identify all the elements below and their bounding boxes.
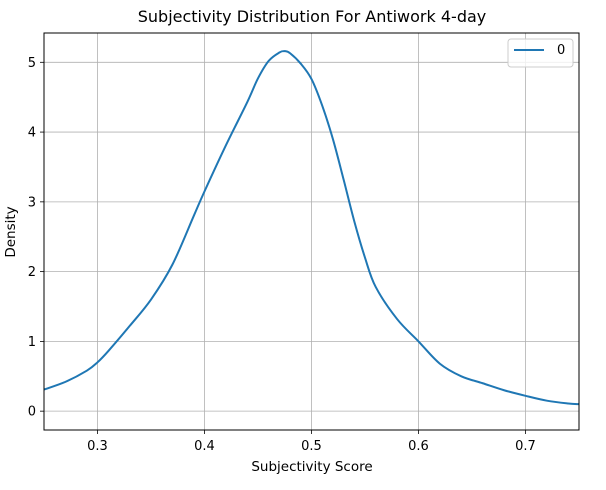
y-tick-label: 4 [28,126,36,141]
legend: 0 [507,38,574,68]
legend-label-0: 0 [557,43,565,58]
series-line-0 [43,50,580,406]
y-tick-label: 5 [28,56,36,71]
x-tick-label: 0.7 [515,439,536,454]
legend-box [507,38,574,68]
y-tick-label: 0 [28,405,36,420]
series-layer [43,50,580,406]
x-tick-label: 0.5 [301,439,322,454]
x-tick-label: 0.3 [87,439,108,454]
grid-layer [44,33,579,430]
chart-title: Subjectivity Distribution For Antiwork 4… [138,7,487,26]
y-tick-label: 2 [28,265,36,280]
y-tick-label: 3 [28,195,36,210]
x-tick-label: 0.6 [408,439,429,454]
y-tick-label: 1 [28,335,36,350]
x-axis: 0.3 0.4 0.5 0.6 0.7 [87,430,536,454]
y-axis: 0 1 2 3 4 5 [28,56,44,420]
x-tick-label: 0.4 [194,439,215,454]
y-axis-label: Density [3,206,19,257]
x-axis-label: Subjectivity Score [251,459,372,475]
